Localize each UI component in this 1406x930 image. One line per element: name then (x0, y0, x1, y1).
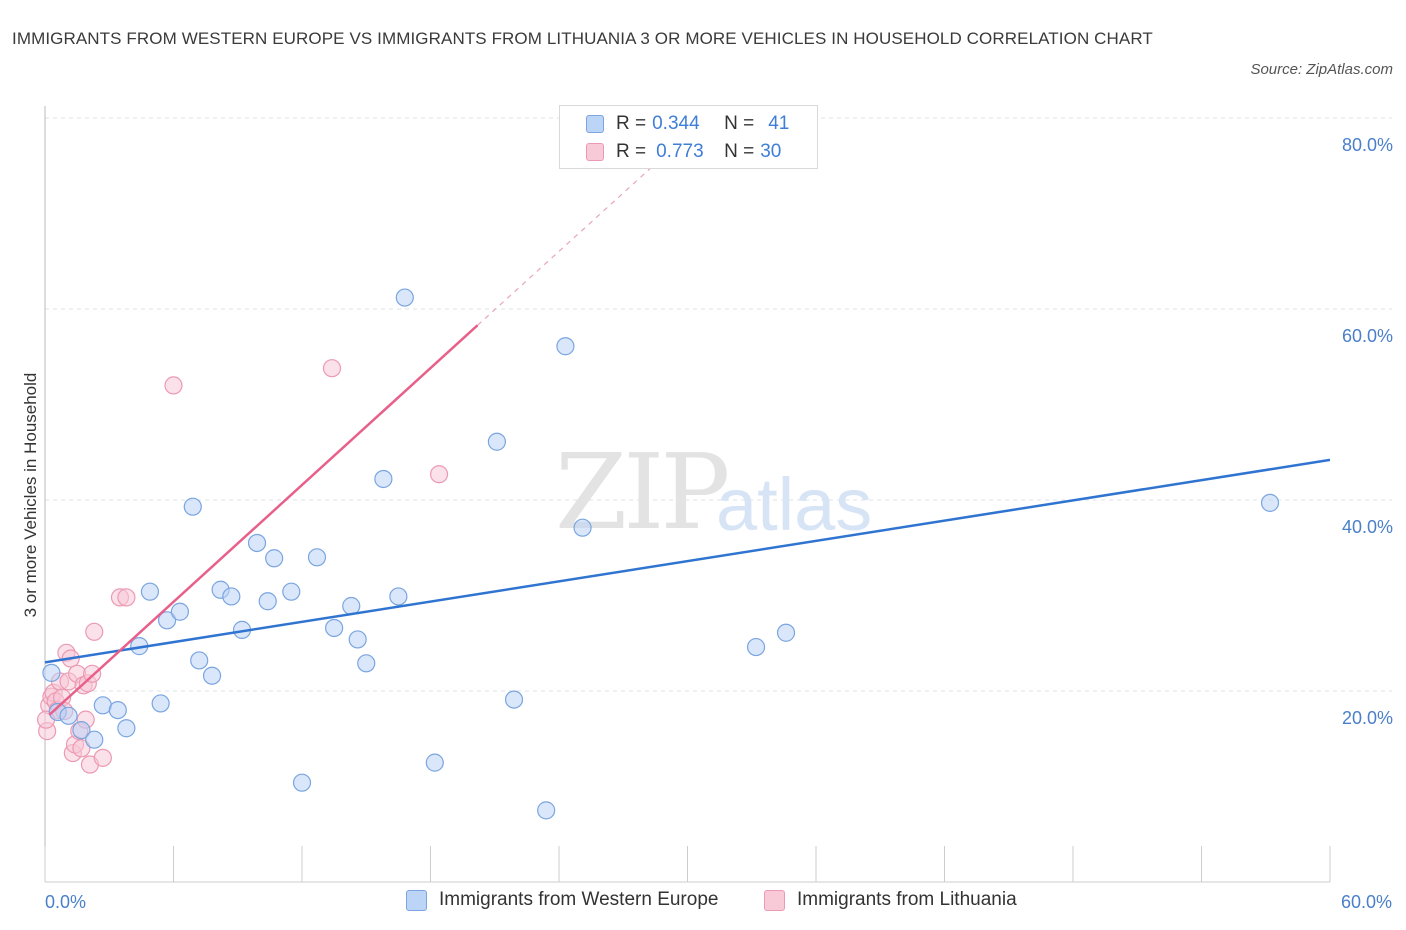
western-europe-point (348, 630, 367, 649)
lithuania-point (72, 739, 91, 758)
western-europe-point (72, 721, 91, 740)
western-europe-point (307, 548, 327, 567)
western-europe-point (265, 549, 284, 568)
pink-swatch (764, 889, 785, 911)
western-europe-points (42, 288, 1280, 820)
western-europe-point (93, 696, 112, 715)
western-europe-point (537, 801, 556, 820)
western-europe-point (389, 587, 408, 606)
western-europe-point (85, 730, 104, 749)
r-label: R = (616, 113, 647, 134)
chart-title: IMMIGRANTS FROM WESTERN EUROPE VS IMMIGR… (12, 29, 1153, 48)
western-europe-trendline (44, 458, 1331, 664)
western-europe-point (374, 469, 393, 489)
pink-swatch (586, 143, 604, 161)
trendlines (44, 163, 1331, 716)
y-tick-label: 80.0% (1342, 135, 1393, 155)
lithuania-point (83, 664, 102, 683)
western-europe-point (425, 753, 444, 772)
watermark-atlas: atlas (716, 463, 872, 546)
western-europe-point (504, 690, 524, 709)
y-tick-label: 40.0% (1342, 517, 1393, 537)
western-europe-point (222, 587, 241, 606)
western-europe-point (140, 582, 160, 601)
western-europe-point (247, 533, 267, 553)
western-europe-point (108, 700, 127, 720)
western-europe-point (202, 666, 222, 685)
blue-swatch (586, 115, 604, 133)
western-europe-point (183, 497, 202, 516)
western-europe-point (573, 518, 592, 537)
r-value: 0.773 (656, 141, 704, 162)
western-europe-point (292, 773, 312, 792)
n-value: 41 (768, 113, 790, 134)
lithuania-point (164, 376, 183, 395)
lithuania-point (429, 465, 449, 484)
western-europe-point (59, 706, 78, 725)
legend-item-western-europe[interactable]: Immigrants from Western Europe (406, 889, 718, 911)
legend-row-lithuania: R = 0.773 N = 30 (586, 139, 781, 165)
western-europe-point (170, 602, 190, 621)
x-tick-label: 0.0% (45, 892, 86, 912)
western-europe-point (190, 651, 209, 670)
source-label: Source: ZipAtlas.com (1250, 61, 1393, 78)
tick-labels: 20.0% 40.0% 60.0% 80.0% 0.0% 60.0% (45, 135, 1393, 912)
western-europe-point (357, 654, 376, 673)
axis-layer (44, 106, 1331, 883)
x-tick-label: 60.0% (1341, 892, 1392, 912)
western-europe-point (282, 582, 301, 601)
western-europe-point (1260, 493, 1280, 512)
r-label: R = (616, 141, 647, 162)
n-label: N = (724, 113, 755, 134)
y-tick-label: 20.0% (1342, 708, 1393, 728)
western-europe-point (487, 432, 506, 451)
western-europe-point (117, 719, 136, 738)
y-tick-label: 60.0% (1342, 326, 1393, 346)
lithuania-trendline-extension (477, 163, 656, 326)
western-europe-point (395, 288, 414, 307)
western-europe-point (746, 637, 766, 657)
watermark: ZIP atlas (555, 431, 872, 553)
legend-label: Immigrants from Lithuania (797, 889, 1017, 910)
n-value: 30 (760, 141, 782, 162)
correlation-legend: R = 0.344 N = 41 R = 0.773 N = 30 (559, 105, 818, 169)
western-europe-point (42, 663, 61, 682)
lithuania-trendline (48, 324, 479, 716)
lithuania-point (322, 359, 342, 378)
western-europe-point (776, 623, 796, 642)
grid-layer (45, 117, 1392, 692)
lithuania-point (93, 748, 112, 767)
western-europe-point (157, 611, 177, 630)
r-value: 0.344 (652, 113, 700, 134)
western-europe-point (325, 618, 344, 638)
western-europe-point (556, 337, 575, 356)
lithuania-point (85, 622, 104, 641)
western-europe-point (151, 694, 170, 713)
legend-row-western-europe: R = 0.344 N = 41 (586, 111, 789, 137)
lithuania-point (117, 588, 136, 607)
series-legend: Immigrants from Western Europe Immigrant… (0, 889, 1406, 915)
legend-item-lithuania[interactable]: Immigrants from Lithuania (764, 889, 1017, 911)
western-europe-point (258, 592, 277, 611)
n-label: N = (724, 141, 755, 162)
legend-label: Immigrants from Western Europe (439, 889, 719, 910)
blue-swatch (406, 889, 427, 911)
